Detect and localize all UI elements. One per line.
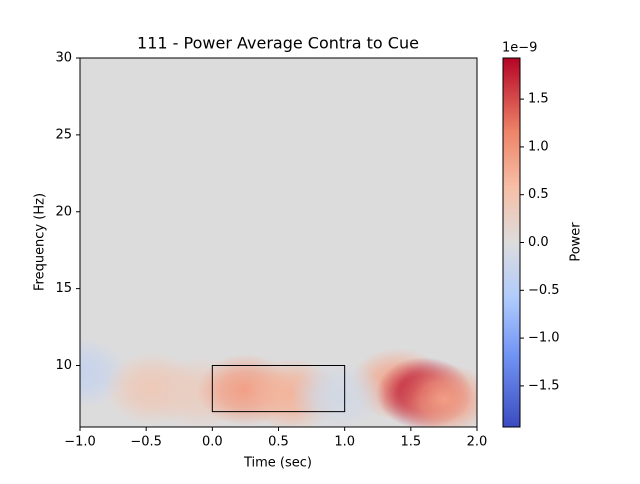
chart-title: 111 - Power Average Contra to Cue [137, 34, 419, 53]
colorbar-tick-label: 1.5 [528, 92, 549, 107]
x-tick-label: 1.0 [334, 435, 355, 450]
x-tick-label: 0.0 [202, 435, 223, 450]
colorbar-tick-label: −0.5 [528, 283, 560, 298]
x-tick-label: −0.5 [130, 435, 162, 450]
roi-box [211, 365, 346, 413]
heatmap [80, 337, 477, 427]
y-tick-label: 30 [55, 51, 72, 66]
colorbar-offset: 1e−9 [502, 41, 537, 56]
colorbar [502, 57, 521, 428]
x-axis-label: Time (sec) [243, 456, 312, 471]
y-tick-label: 15 [55, 281, 72, 296]
heat-blob [290, 360, 387, 427]
y-tick-label: 25 [55, 127, 72, 142]
heat-blob [395, 363, 477, 427]
x-tick-label: 0.5 [268, 435, 289, 450]
y-axis-label: Frequency (Hz) [33, 193, 48, 291]
colorbar-tick-label: 1.0 [528, 139, 549, 154]
x-tick-label: −1.0 [64, 435, 96, 450]
colorbar-tick-label: −1.5 [528, 378, 560, 393]
colorbar-label: Power [569, 222, 584, 262]
y-tick-label: 10 [55, 358, 72, 373]
y-tick-label: 20 [55, 204, 72, 219]
x-tick-label: 2.0 [467, 435, 488, 450]
colorbar-tick-label: 0.0 [528, 235, 549, 250]
colorbar-tick-label: −1.0 [528, 331, 560, 346]
colorbar-tick-label: 0.5 [528, 187, 549, 202]
x-tick-label: 1.5 [400, 435, 421, 450]
